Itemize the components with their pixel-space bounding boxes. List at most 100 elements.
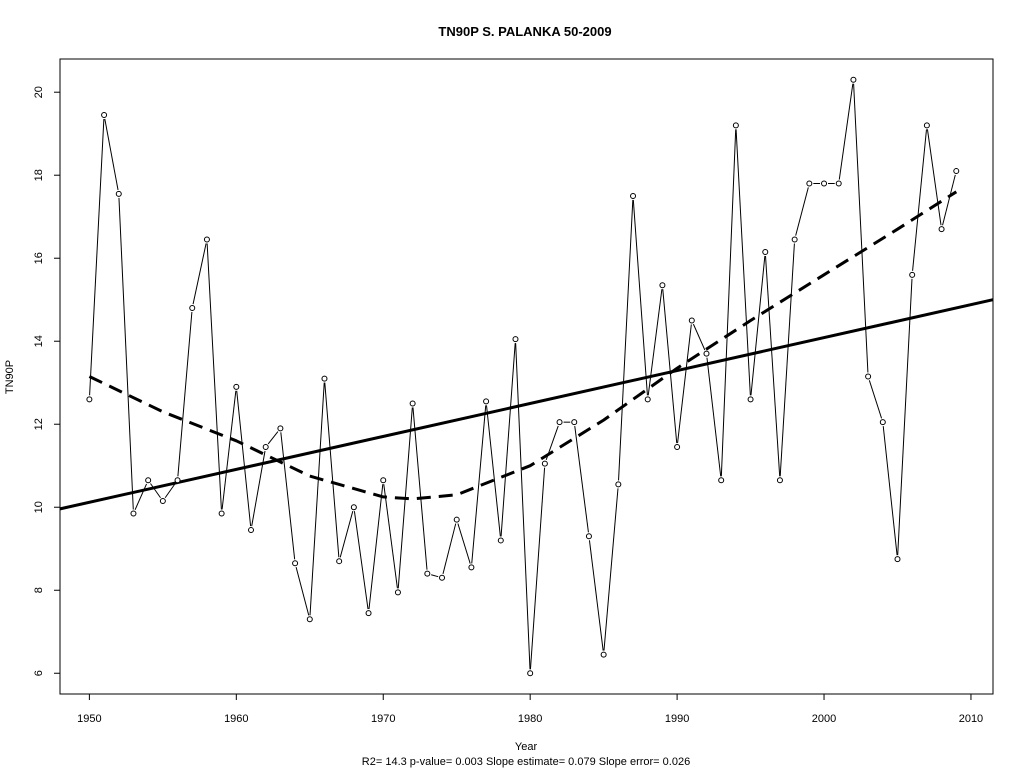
series-segment — [735, 129, 751, 396]
data-point — [923, 122, 930, 129]
series-segment — [692, 323, 706, 351]
series-segment — [457, 523, 471, 564]
series-segment — [647, 289, 663, 396]
data-point — [762, 248, 769, 255]
data-point — [145, 477, 152, 484]
series-segment — [779, 243, 795, 477]
data-point — [292, 560, 299, 567]
y-tick-label: 12 — [33, 418, 45, 430]
data-point — [159, 498, 166, 505]
series-segment — [765, 255, 781, 477]
data-point — [835, 180, 842, 187]
series-segment — [515, 343, 531, 670]
data-point — [424, 570, 431, 577]
data-point — [248, 527, 255, 534]
data-point — [130, 510, 137, 517]
series-segment — [838, 83, 854, 180]
series-segment — [677, 324, 692, 444]
series-linear-trend — [59, 298, 994, 511]
series-segment — [868, 380, 883, 419]
series-segment — [529, 467, 546, 670]
data-point — [365, 610, 372, 617]
data-point — [571, 419, 578, 426]
chart-title: TN90P S. PALANKA 50-2009 — [438, 24, 611, 39]
data-point — [600, 651, 607, 658]
y-tick-label: 8 — [33, 587, 45, 593]
x-tick-label: 2000 — [812, 713, 836, 725]
data-point — [894, 556, 901, 563]
data-point — [732, 122, 739, 129]
x-tick-label: 1970 — [371, 713, 395, 725]
stats-footer: R2= 14.3 p-value= 0.003 Slope estimate= … — [362, 756, 690, 768]
data-point — [585, 533, 592, 540]
series-segment — [236, 390, 252, 527]
series-segment — [324, 382, 340, 558]
y-axis-label: TN90P — [4, 360, 16, 394]
data-point — [321, 375, 328, 382]
series-segment — [104, 118, 119, 191]
series-segment — [89, 118, 105, 396]
y-tick-label: 10 — [33, 501, 45, 513]
data-point — [233, 383, 240, 390]
data-point — [541, 460, 548, 467]
series-segment — [574, 426, 589, 533]
series-segment — [853, 83, 869, 373]
plot-frame — [59, 58, 994, 695]
data-point — [909, 271, 916, 278]
y-tick-label: 16 — [33, 252, 45, 264]
series-segment — [383, 484, 398, 589]
series-segment — [545, 425, 559, 461]
series-segment — [795, 187, 809, 236]
series-segment — [431, 574, 439, 578]
data-point — [806, 180, 813, 187]
data-point — [674, 444, 681, 451]
series-segment — [442, 523, 457, 575]
series-segment — [662, 289, 678, 444]
series-segment — [295, 567, 310, 616]
series-observed — [86, 76, 960, 677]
series-segment — [926, 129, 942, 226]
data-point — [527, 670, 534, 677]
series-segment — [177, 311, 193, 477]
series-segment — [221, 390, 237, 510]
data-point — [380, 477, 387, 484]
data-point — [336, 558, 343, 565]
series-segment — [397, 407, 413, 589]
x-tick-label: 1960 — [224, 713, 248, 725]
data-point — [953, 168, 960, 175]
data-point — [556, 419, 563, 426]
series-segment — [471, 405, 487, 564]
series-segment — [339, 510, 354, 558]
data-point — [189, 305, 196, 312]
series-segment — [632, 199, 648, 396]
series-segment — [192, 243, 207, 305]
data-point — [497, 537, 504, 544]
data-point — [409, 400, 416, 407]
data-point — [688, 317, 695, 324]
data-point — [776, 477, 783, 484]
data-point — [115, 190, 122, 197]
series-segment — [368, 484, 384, 610]
data-point — [86, 396, 93, 403]
data-point — [938, 226, 945, 233]
series-segment — [353, 511, 369, 610]
series-segment — [134, 483, 147, 511]
series-segment — [206, 243, 222, 510]
series-smooth-trend — [88, 190, 958, 501]
data-point — [850, 76, 857, 83]
series-segment — [603, 488, 619, 651]
series-segment — [118, 197, 134, 510]
data-point — [174, 477, 181, 484]
data-point — [659, 282, 666, 289]
data-point — [350, 504, 357, 511]
series-segment — [280, 432, 296, 560]
series-segment — [897, 278, 913, 556]
x-tick-label: 2010 — [959, 713, 983, 725]
data-point — [615, 481, 622, 488]
x-tick-label: 1980 — [518, 713, 542, 725]
y-tick-label: 6 — [33, 670, 45, 676]
series-segment — [486, 405, 501, 537]
series-segment — [618, 199, 634, 481]
series-segment — [412, 407, 428, 570]
